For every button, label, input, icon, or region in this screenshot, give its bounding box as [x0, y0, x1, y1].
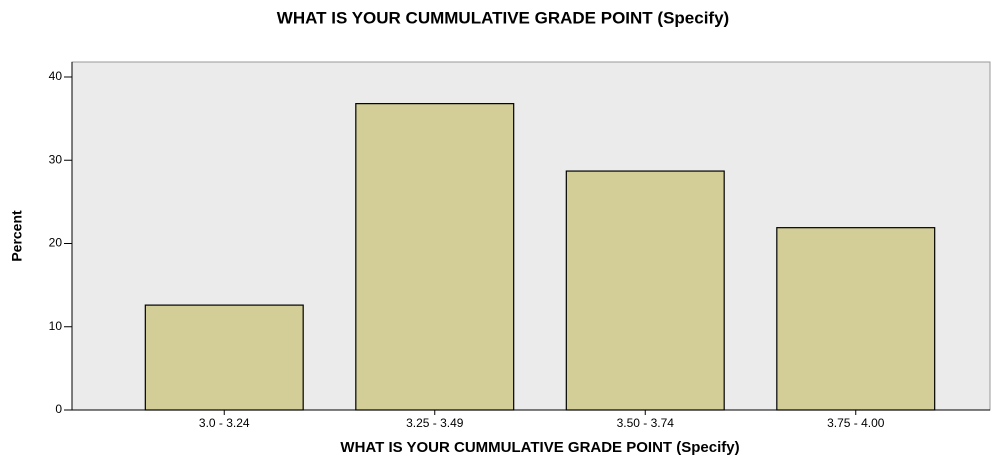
- y-tick-label: 10: [49, 319, 63, 333]
- bar: [355, 103, 515, 411]
- x-tick-label: 3.25 - 3.49: [406, 416, 464, 430]
- y-tick-label: 30: [49, 152, 63, 166]
- x-tick-label: 3.50 - 3.74: [617, 416, 675, 430]
- x-tick-label: 3.0 - 3.24: [199, 416, 250, 430]
- chart-title: WHAT IS YOUR CUMMULATIVE GRADE POINT (Sp…: [277, 8, 729, 27]
- y-tick-label: 40: [49, 69, 63, 83]
- x-axis-label: WHAT IS YOUR CUMMULATIVE GRADE POINT (Sp…: [340, 439, 739, 456]
- y-tick-label: 20: [49, 236, 63, 250]
- x-tick-label: 3.75 - 4.00: [827, 416, 885, 430]
- bar: [776, 227, 936, 411]
- bar: [144, 304, 304, 411]
- y-axis-label: Percent: [9, 210, 25, 262]
- bar: [565, 170, 725, 411]
- y-tick-label: 0: [55, 402, 62, 416]
